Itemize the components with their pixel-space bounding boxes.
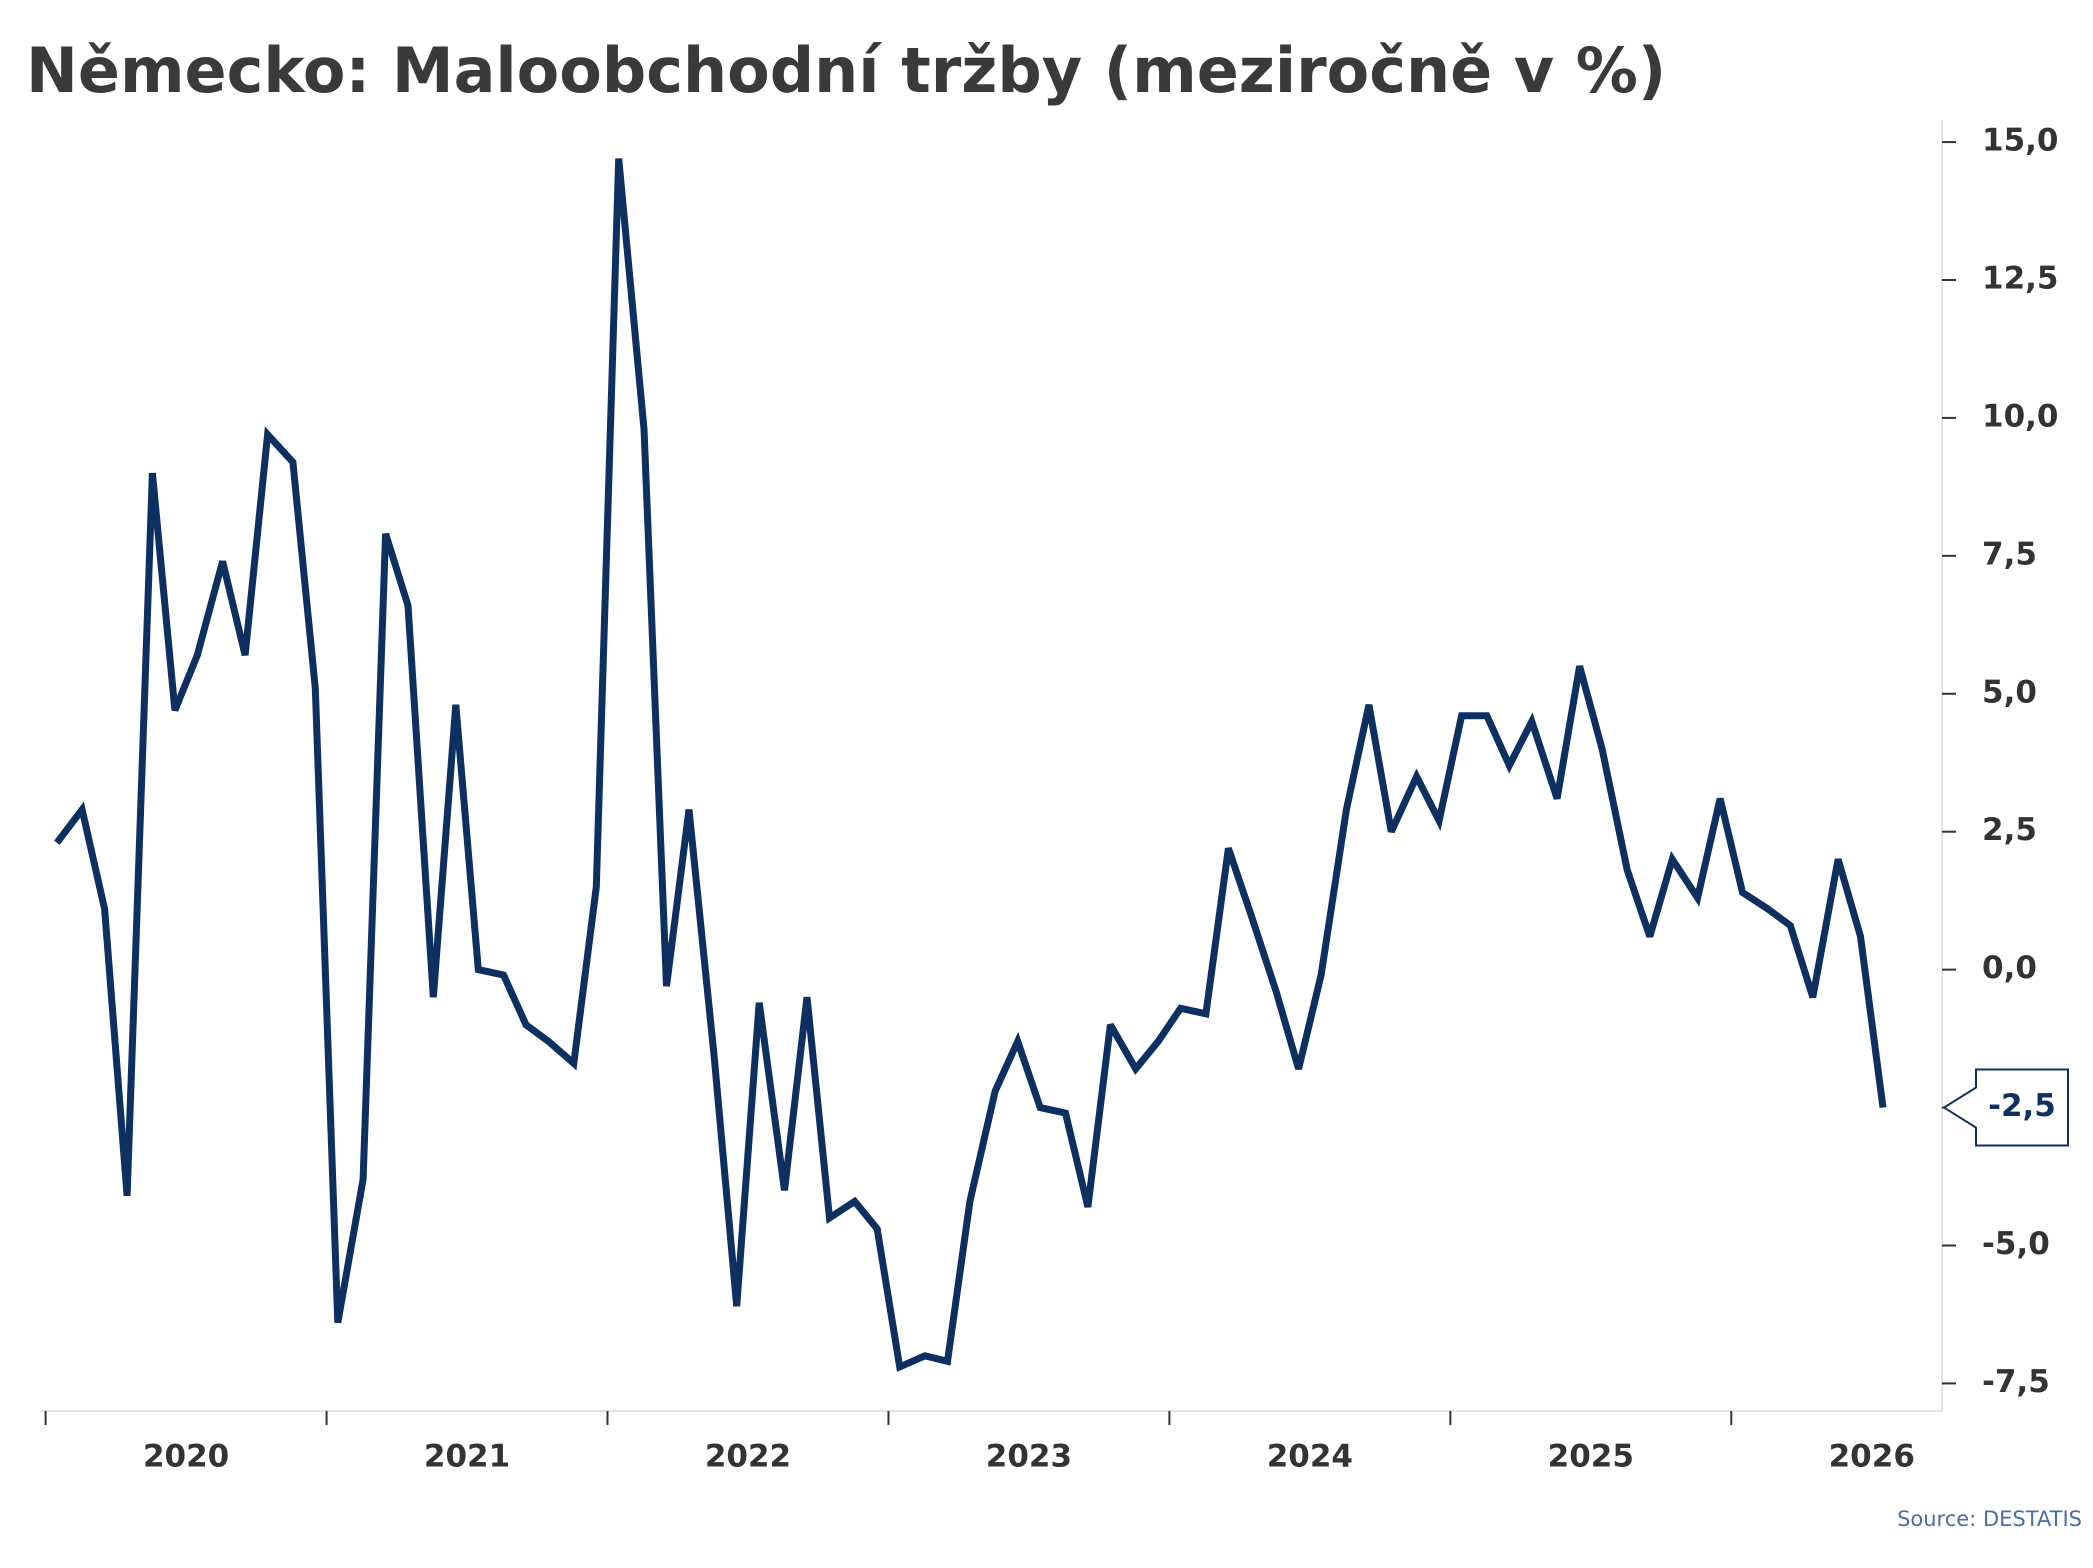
- x-tick-label: 2026: [1829, 1439, 1915, 1475]
- y-tick-label: 7,5: [1982, 536, 2037, 572]
- x-tick-label: 2020: [143, 1439, 229, 1475]
- x-tick-label: 2022: [705, 1439, 791, 1475]
- source: Source: DESTATIS: [1897, 1507, 2082, 1531]
- x-tick-label: 2025: [1548, 1439, 1634, 1475]
- callout-box: [1942, 1068, 2069, 1147]
- y-tick-label: 0,0: [1982, 950, 2037, 986]
- x-tick-label: 2021: [424, 1439, 510, 1475]
- y-tick-label: 12,5: [1982, 260, 2059, 296]
- x-tick-label: 2023: [986, 1439, 1072, 1475]
- y-tick-label: -5,0: [1982, 1226, 2050, 1262]
- y-tick-label: 15,0: [1982, 123, 2059, 159]
- y-tick-label: 10,0: [1982, 398, 2059, 434]
- value-label: -2,5: [1988, 1088, 2056, 1124]
- x-tick-label: 2024: [1267, 1439, 1353, 1475]
- data-line: [54, 158, 1887, 1372]
- chart-title: Německo: Maloobchodní tržby (meziročně v…: [26, 34, 1666, 107]
- y-tick-label: 5,0: [1982, 674, 2037, 710]
- y-tick-label: 2,5: [1982, 812, 2037, 848]
- y-tick-label: -7,5: [1982, 1364, 2050, 1400]
